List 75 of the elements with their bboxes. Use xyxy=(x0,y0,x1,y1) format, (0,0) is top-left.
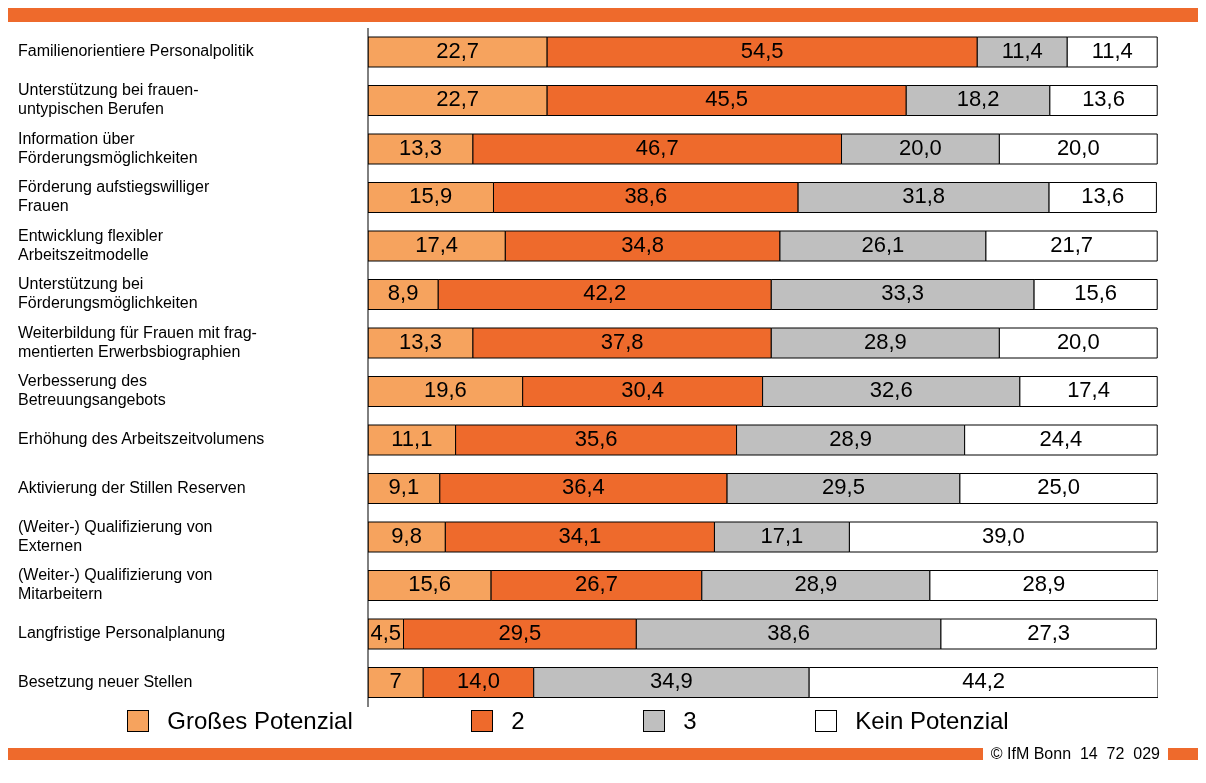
y-tick-label: (Weiter-) Qualifizierung von Externen xyxy=(18,517,213,554)
data-label: 22,7 xyxy=(436,37,479,63)
data-label: 20,0 xyxy=(1056,328,1100,354)
data-label: 9,8 xyxy=(391,522,422,548)
data-label: 36,4 xyxy=(562,474,605,500)
data-label: 15,6 xyxy=(1074,280,1118,306)
y-tick-label: Verbesserung des Betreuungsangebots xyxy=(18,372,166,409)
data-label: 21,7 xyxy=(1050,231,1093,257)
data-label: 54,5 xyxy=(740,37,784,63)
data-label: 32,6 xyxy=(869,377,913,403)
data-label: 31,8 xyxy=(902,183,946,209)
data-label: 9,1 xyxy=(388,474,420,500)
data-label: 25,0 xyxy=(1037,474,1080,500)
data-label: 37,8 xyxy=(600,328,644,354)
data-label: 28,9 xyxy=(829,425,873,451)
y-tick-label: Information über Förderungsmöglichkeiten xyxy=(18,129,198,166)
data-label: 29,5 xyxy=(498,619,542,645)
legend-label: 3 xyxy=(683,707,697,735)
data-label: 14,0 xyxy=(457,668,500,694)
data-label: 29,5 xyxy=(822,474,865,500)
y-tick-label: (Weiter-) Qualifizierung von Mitarbeitern xyxy=(18,566,213,603)
y-tick-label: Unterstützung bei frauen- untypischen Berufen xyxy=(18,81,199,118)
data-label: 13,6 xyxy=(1082,86,1125,112)
legend-label: Kein Potenzial xyxy=(855,707,1009,735)
data-label: 4,5 xyxy=(370,619,402,645)
text: © IfM Bonn 14 72 029 xyxy=(989,745,1161,763)
y-tick-label: Langfristige Personalplanung xyxy=(18,624,226,642)
y-tick-label: Förderung aufstiegswilliger Frauen xyxy=(18,178,210,215)
data-label: 33,3 xyxy=(881,280,925,306)
data-label: 26,1 xyxy=(861,231,905,257)
data-label: 44,2 xyxy=(962,668,1005,694)
y-tick-label: Weiterbildung für Frauen mit frag- mentierten Erwerbsbiographien xyxy=(18,323,257,360)
data-label: 38,6 xyxy=(624,183,668,209)
data-label: 28,9 xyxy=(1022,571,1066,597)
data-label: 39,0 xyxy=(981,522,1025,548)
data-label: 46,7 xyxy=(635,134,679,160)
data-label: 38,6 xyxy=(767,619,811,645)
y-tick-label: Unterstützung bei Förderungsmöglichkeiten xyxy=(18,275,198,312)
data-label: 19,6 xyxy=(423,377,467,403)
y-tick-label: Besetzung neuer Stellen xyxy=(18,672,193,690)
data-label: 22,7 xyxy=(436,86,479,112)
data-label: 34,9 xyxy=(650,668,693,694)
data-label: 8,9 xyxy=(387,280,419,306)
data-label: 35,6 xyxy=(574,425,618,451)
data-label: 45,5 xyxy=(705,86,749,112)
data-label: 17,4 xyxy=(1067,377,1110,403)
y-tick-label: Entwicklung flexibler Arbeitszeitmodelle xyxy=(18,226,164,263)
data-label: 42,2 xyxy=(583,280,627,306)
data-label: 13,3 xyxy=(399,134,442,160)
data-label: 11,4 xyxy=(1001,37,1043,63)
data-label: 24,4 xyxy=(1039,425,1083,451)
data-label: 20,0 xyxy=(1056,134,1100,160)
data-label: 15,6 xyxy=(408,571,451,597)
data-label: 11,4 xyxy=(1091,37,1133,63)
data-label: 13,3 xyxy=(399,328,442,354)
data-label: 27,3 xyxy=(1027,619,1071,645)
legend-label: 2 xyxy=(511,707,525,735)
data-label: 15,9 xyxy=(409,183,453,209)
data-label: 30,4 xyxy=(621,377,665,403)
data-label: 18,2 xyxy=(956,86,1000,112)
y-tick-label: Familienorientiere Personalpolitik xyxy=(18,42,255,60)
data-label: 13,6 xyxy=(1081,183,1125,209)
y-tick-label: Erhöhung des Arbeitszeitvolumens xyxy=(18,430,265,448)
data-label: 34,8 xyxy=(621,231,665,257)
data-label: 28,9 xyxy=(794,571,838,597)
data-label: 34,1 xyxy=(558,522,602,548)
data-label: 28,9 xyxy=(863,328,907,354)
data-label: 11,1 xyxy=(391,425,433,451)
y-tick-label: Aktivierung der Stillen Reserven xyxy=(18,478,246,496)
data-label: 7 xyxy=(389,668,402,694)
data-label: 26,7 xyxy=(575,571,618,597)
legend-label: Großes Potenzial xyxy=(167,707,353,735)
data-label: 17,4 xyxy=(415,231,459,257)
data-label: 17,1 xyxy=(760,522,804,548)
data-label: 20,0 xyxy=(899,134,942,160)
